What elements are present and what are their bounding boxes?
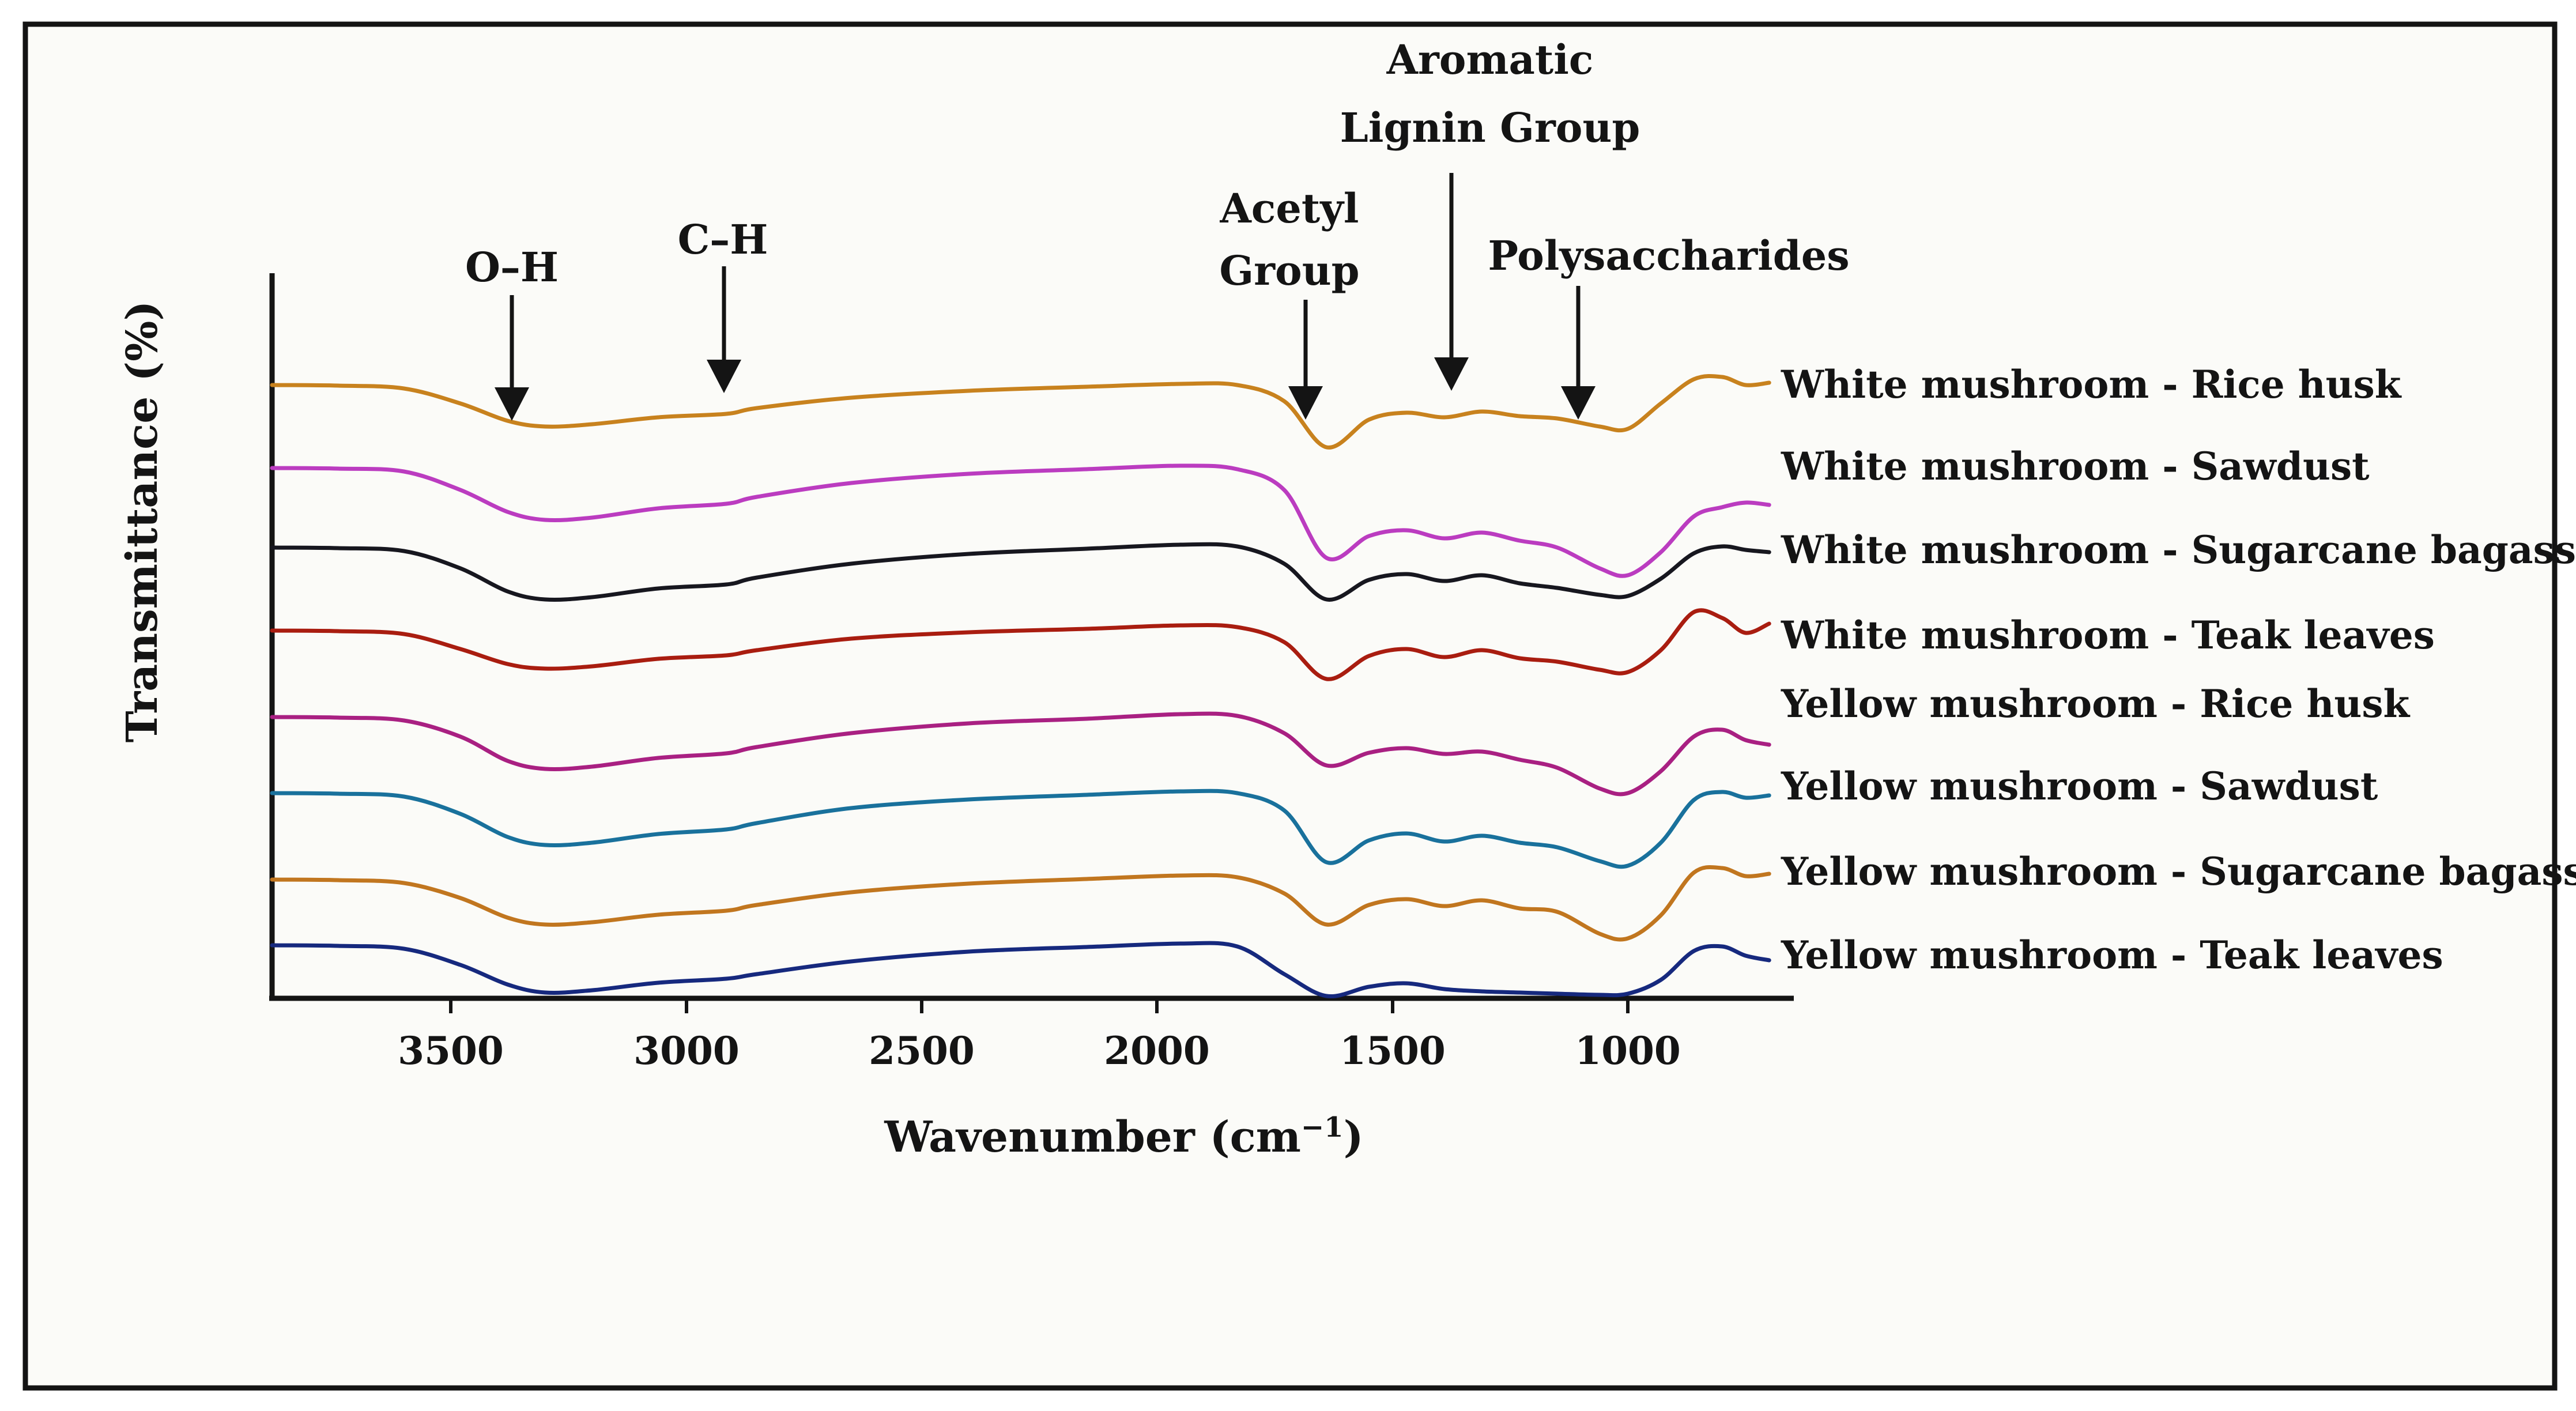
series-curve [270, 865, 1771, 942]
ch-arrow [707, 266, 741, 393]
series-curve [270, 941, 1771, 999]
x-tick-marks [449, 998, 1630, 1013]
series-curve [270, 608, 1771, 681]
legend-label: Yellow mushroom - Teak leaves [1781, 933, 2443, 978]
legend-label: Yellow mushroom - Sugarcane bagasse [1781, 849, 2576, 894]
series-curve [270, 373, 1771, 450]
acetyl-label-line1: Acetyl [1219, 184, 1359, 232]
acetyl-label-line2: Group [1219, 247, 1359, 295]
x-axis-title: Wavenumber (cm−1) [884, 1111, 1363, 1162]
lignin-label-line2: Lignin Group [1340, 104, 1640, 152]
x-tick-label: 1500 [1340, 1028, 1446, 1073]
polysaccharides-label: Polysaccharides [1488, 232, 1849, 280]
series-curve [270, 711, 1771, 797]
legend-label: White mushroom - Sawdust [1781, 444, 2370, 489]
x-tick-label: 3500 [398, 1028, 504, 1073]
y-axis-title: Transmittance (%) [118, 301, 167, 743]
x-tick-label: 2000 [1104, 1028, 1210, 1073]
legend-label: Yellow mushroom - Sawdust [1781, 764, 2378, 809]
lignin-label-line1: Aromatic [1386, 36, 1594, 84]
acetyl-arrow [1288, 300, 1323, 420]
legend-label: White mushroom - Rice husk [1781, 362, 2402, 407]
series-curve [270, 788, 1771, 869]
legend-label: Yellow mushroom - Rice husk [1781, 681, 2410, 726]
series-curve [270, 542, 1771, 602]
lignin-arrow [1434, 173, 1469, 391]
oh-arrow [495, 295, 529, 421]
x-tick-label: 2500 [869, 1028, 975, 1073]
oh-label: O–H [465, 243, 559, 291]
x-tick-label: 3000 [633, 1028, 740, 1073]
band-annotations: O–H C–H Acetyl Group Aromatic Lignin Gro… [465, 36, 1850, 421]
polysaccharides-arrow [1561, 286, 1596, 420]
legend-label: White mushroom - Teak leaves [1781, 613, 2435, 658]
legend-label: White mushroom - Sugarcane bagasse [1781, 527, 2576, 572]
series-curve [270, 463, 1771, 578]
x-tick-labels: 3500 3000 2500 2000 1500 1000 [398, 1028, 1681, 1073]
legend: White mushroom - Rice husk White mushroo… [1781, 362, 2576, 978]
ch-label: C–H [678, 216, 768, 263]
spectra-curves [270, 373, 1771, 999]
figure-frame [22, 21, 2558, 1391]
x-tick-label: 1000 [1575, 1028, 1681, 1073]
